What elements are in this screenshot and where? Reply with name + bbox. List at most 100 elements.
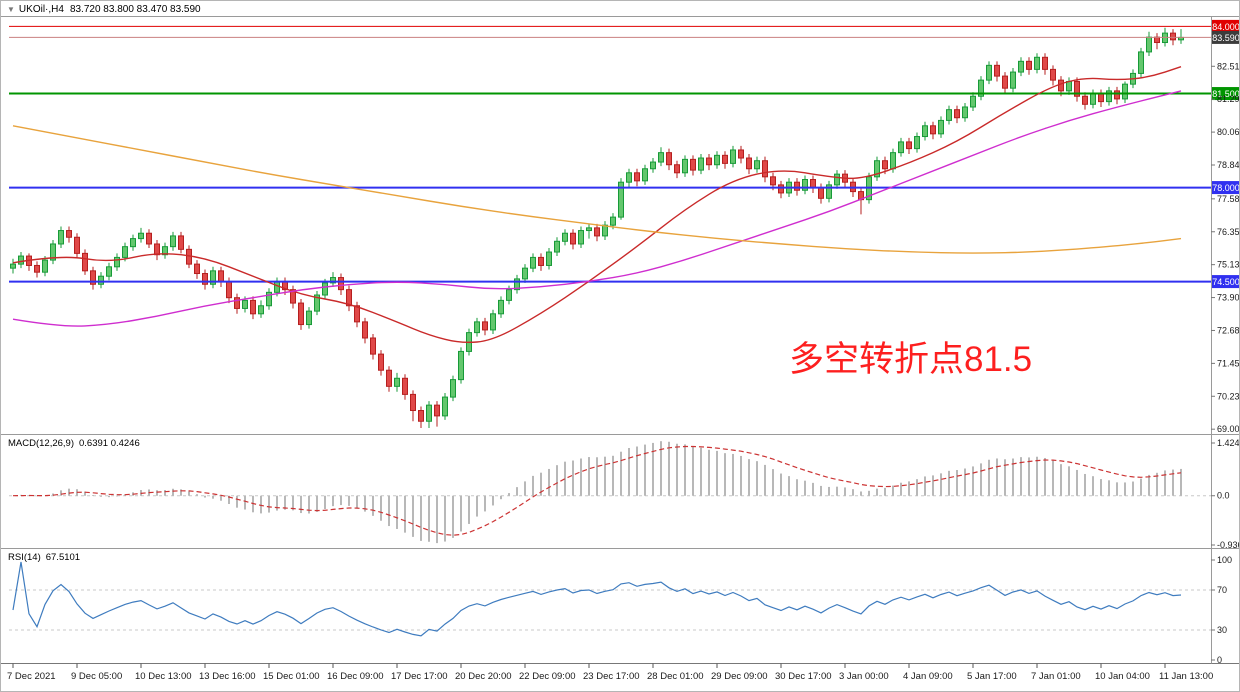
candlestick (482, 321, 488, 331)
candlestick (1074, 80, 1080, 97)
candlestick (290, 289, 296, 304)
candlestick (570, 232, 576, 245)
candlestick (874, 160, 880, 178)
time-axis-label: 15 Dec 01:00 (263, 671, 320, 682)
candlestick (314, 294, 320, 312)
candlestick (818, 187, 824, 199)
candlestick (546, 251, 552, 266)
candlestick (554, 240, 560, 253)
current-price-tag-box[interactable] (1212, 30, 1240, 44)
candlestick (626, 172, 632, 183)
candlestick (66, 230, 72, 238)
time-axis-label: 10 Jan 04:00 (1095, 671, 1150, 682)
macd-axis-label: 1.4246 (1217, 438, 1240, 448)
candlestick (298, 302, 304, 326)
candlestick (922, 125, 928, 138)
candlestick (226, 281, 232, 299)
macd-signal-line (12, 445, 1182, 536)
time-axis-label: 17 Dec 17:00 (391, 671, 448, 682)
price-axis-label: 78.840 (1217, 160, 1240, 170)
candlestick (1010, 71, 1016, 89)
candlestick (1114, 90, 1120, 100)
slow-ma-line (12, 125, 1182, 254)
time-axis-label: 28 Dec 01:00 (647, 671, 704, 682)
price-level-tag-box[interactable] (1212, 181, 1240, 195)
price-axis-label: 80.065 (1217, 127, 1240, 137)
candlestick (1034, 56, 1040, 70)
candlestick (978, 79, 984, 97)
candlestick (522, 267, 528, 280)
candlestick (474, 321, 480, 334)
candlestick (882, 160, 888, 170)
price-level-tag-box[interactable] (1212, 87, 1240, 101)
price-level-tag-text: 74.500 (1212, 277, 1240, 287)
price-level-tag-text: 81.500 (1212, 89, 1240, 99)
candlestick (394, 377, 400, 387)
candlestick (1042, 56, 1048, 70)
candlestick (746, 157, 752, 170)
candlestick (650, 161, 656, 170)
time-axis-label: 7 Dec 2021 (7, 671, 56, 682)
candlestick (962, 106, 968, 119)
candlestick (442, 396, 448, 417)
price-axis-label: 72.680 (1217, 325, 1240, 335)
candlestick (122, 246, 128, 258)
rsi-axis-label: 70 (1217, 585, 1227, 595)
time-axis: 7 Dec 2021 9 Dec 05:00 10 Dec 13:00 13 Dec … (7, 663, 1213, 682)
rsi-axis-label: 0 (1217, 655, 1222, 665)
candlestick (802, 179, 808, 191)
rsi-axis-label: 100 (1217, 555, 1232, 565)
medium-ma-line (12, 90, 1182, 327)
candlestick (330, 277, 336, 284)
candlestick (458, 350, 464, 381)
macd-panel: 1.4246 0.0 -0.9363 (9, 438, 1240, 550)
rsi-panel: 100 70 30 0 (9, 555, 1232, 665)
candlestick (1146, 36, 1152, 53)
candlestick (658, 152, 664, 163)
candlestick (338, 277, 344, 291)
candlestick (242, 299, 248, 309)
rsi-value: 67.5101 (45, 552, 81, 563)
candlestick (706, 157, 712, 166)
candlestick (666, 152, 672, 166)
candlestick (82, 252, 88, 272)
candlestick (794, 181, 800, 191)
candlestick (194, 263, 200, 275)
candlestick (954, 109, 960, 119)
macd-name: MACD(12,26,9) (8, 438, 74, 449)
candlestick (994, 64, 1000, 77)
candlestick (1018, 60, 1024, 73)
price-axis-label: 71.455 (1217, 358, 1240, 368)
price-level-tag-box[interactable] (1212, 275, 1240, 289)
candlestick (210, 270, 216, 285)
time-axis-label: 10 Dec 13:00 (135, 671, 192, 682)
candlestick (914, 136, 920, 150)
candlestick (34, 264, 40, 273)
text-annotation[interactable]: 多空转折点81.5 (789, 340, 1033, 379)
candlestick (1066, 80, 1072, 92)
candlestick (770, 176, 776, 186)
candlestick (10, 263, 16, 269)
candlestick (562, 232, 568, 242)
candlestick (178, 235, 184, 250)
candlestick (890, 152, 896, 170)
candlestick (1002, 75, 1008, 89)
candlestick (762, 160, 768, 178)
price-axis-label: 82.515 (1217, 61, 1240, 71)
candlestick (362, 321, 368, 339)
candlestick (386, 369, 392, 387)
macd-indicator-label: MACD(12,26,9) 0.6391 0.4246 (8, 438, 140, 449)
candlestick (1090, 93, 1096, 105)
candlestick (154, 243, 160, 256)
rsi-axis-label: 30 (1217, 625, 1227, 635)
chart-menu-arrow-icon[interactable]: ▼ (7, 5, 15, 14)
candlestick (690, 158, 696, 171)
candlestick (1170, 32, 1176, 41)
price-level-tag-box[interactable] (1212, 19, 1240, 33)
candlestick (578, 230, 584, 245)
time-axis-label: 23 Dec 17:00 (583, 671, 640, 682)
candlestick (986, 64, 992, 81)
candlestick (50, 243, 56, 261)
